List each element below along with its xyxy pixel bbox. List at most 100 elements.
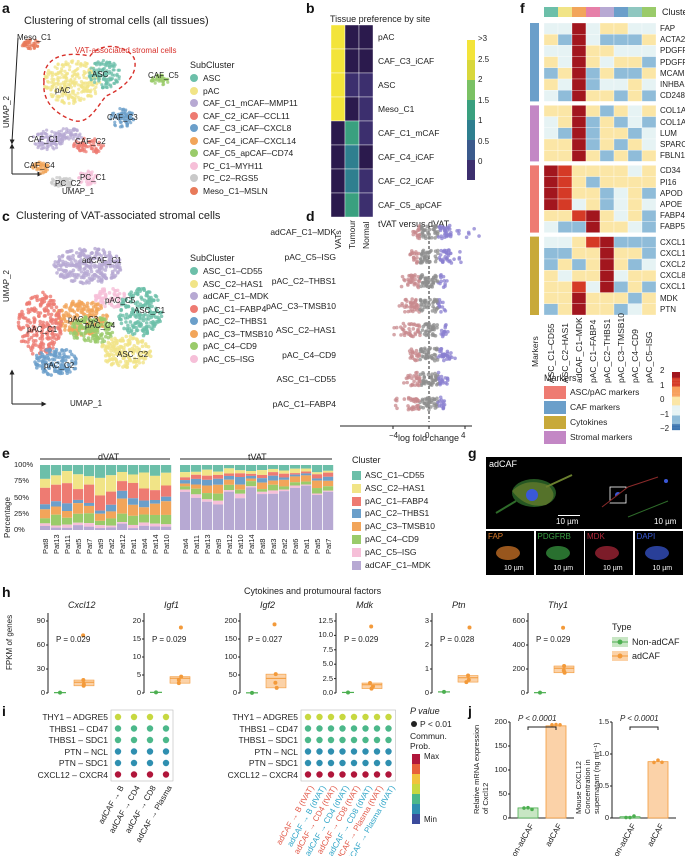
umap-c-ylabel: UMAP_2 <box>2 269 11 302</box>
umap-c-point <box>46 372 50 377</box>
beeswarm-point <box>408 356 413 360</box>
umap-a-point <box>69 85 73 89</box>
umap-c-point <box>73 330 77 334</box>
f-gene-label: SPARC <box>660 140 685 149</box>
channel-label: PDGFRB <box>537 532 571 541</box>
e-patient-label: Pat13 <box>203 534 212 554</box>
f-heat-cell <box>557 150 573 162</box>
e-patient-label: Pat11 <box>63 534 72 554</box>
h-ytick-label: 0 <box>520 688 525 697</box>
i-dot <box>146 759 154 767</box>
umap-a-point <box>40 143 44 147</box>
f-heat-cell <box>613 187 629 200</box>
stacked-bar-segment <box>180 472 191 478</box>
stacked-bar-segment <box>161 496 172 502</box>
stacked-bar-segment <box>128 482 139 499</box>
umap-a-point <box>39 147 44 151</box>
i-dot <box>114 771 122 778</box>
h-ytick-label: 600 <box>512 616 525 625</box>
stacked-bar-segment <box>312 488 323 494</box>
f-heat-cell <box>613 56 629 68</box>
beeswarm-point <box>446 253 451 258</box>
stacked-bar-segment <box>150 475 161 491</box>
umap-c-point <box>73 325 77 330</box>
umap-a-point <box>56 94 60 98</box>
umap-a-point <box>58 141 62 145</box>
heat-b-cell <box>344 96 360 122</box>
stacked-bar-segment <box>301 473 312 476</box>
stacked-bar-segment <box>139 514 150 523</box>
stacked-bar-segment <box>191 497 202 530</box>
f-gene-label: MDK <box>660 293 678 303</box>
i-dot <box>130 771 138 778</box>
i-dot <box>373 759 381 767</box>
j-point <box>522 806 526 810</box>
f-heat-cell <box>557 127 573 140</box>
f-heat-cell <box>543 127 559 140</box>
umap-a-point <box>109 85 113 89</box>
beeswarm-point <box>411 327 416 331</box>
umap-c-point <box>99 304 103 308</box>
i-dot <box>316 736 323 744</box>
f-heat-cell <box>585 127 601 140</box>
f-heat-cell <box>543 303 559 316</box>
umap-a-point <box>159 73 164 77</box>
f-gene-label: FABP5 <box>660 222 685 232</box>
f-heat-cell <box>557 221 573 233</box>
i-dot <box>327 748 335 755</box>
stacked-bar-segment <box>290 487 301 530</box>
c-legend-item: pAC_C5–ISG <box>203 353 255 364</box>
umap-c-point <box>126 323 130 328</box>
stacked-bar-segment <box>73 525 84 530</box>
umap-c-point <box>31 339 36 343</box>
umap-a-point <box>153 81 157 85</box>
stacked-bar-segment <box>40 465 51 479</box>
umap-a-point <box>119 113 124 117</box>
heat-b-scale <box>467 140 475 160</box>
f-heat-cell <box>627 270 643 282</box>
f-heat-cell <box>627 292 643 304</box>
f-col-label: pAC_C2–THBS1 <box>602 318 612 383</box>
beeswarm-point <box>419 252 424 256</box>
umap-c-point <box>111 361 116 366</box>
stacked-bar-segment <box>117 481 128 491</box>
beeswarm-point <box>433 278 438 283</box>
stacked-bar-segment <box>224 484 235 491</box>
j-point <box>558 723 562 727</box>
f-heat-cell <box>557 34 573 46</box>
f-heat-cell <box>641 127 657 140</box>
f-heat-cell <box>543 78 559 91</box>
beeswarm-point <box>437 225 442 229</box>
stacked-bar-segment <box>73 489 84 500</box>
beeswarm-point <box>412 379 416 384</box>
beeswarm-point <box>443 381 448 385</box>
f-heat-cell <box>557 258 573 271</box>
i-pvalue-title: P value <box>410 706 440 716</box>
beeswarm-point <box>432 299 437 303</box>
umap-a-point <box>67 101 71 105</box>
umap-c-point <box>55 271 59 275</box>
f-heat-cell <box>599 303 615 316</box>
umap-a-point <box>78 98 83 102</box>
stacked-bar-segment <box>128 528 139 530</box>
stacked-bar-segment <box>257 474 268 479</box>
umap-c-point <box>50 302 54 306</box>
f-gene-label: APOD <box>660 188 683 198</box>
umap-a-point <box>50 86 55 90</box>
stacked-bar-segment <box>202 475 213 480</box>
beeswarm-point <box>409 252 413 256</box>
f-col-label: pAC_C3–TMSB10 <box>616 313 626 383</box>
heat-b-cell <box>344 168 360 194</box>
h-ytick-label: 150 <box>224 634 237 643</box>
beeswarm-point <box>399 333 403 337</box>
e-ylabel: Percentage <box>3 497 12 538</box>
beeswarm-point <box>411 258 416 262</box>
umap-c-point <box>111 353 116 358</box>
a-legend-item: CAF_C4_iCAF–CXCL14 <box>203 135 297 146</box>
beeswarm-point <box>413 298 418 303</box>
umap-c-point <box>46 312 51 316</box>
f-heat-cell <box>613 165 629 177</box>
beeswarm-point <box>443 325 448 330</box>
f-heat-cell <box>613 127 629 140</box>
channel-label: MDK <box>587 532 605 541</box>
